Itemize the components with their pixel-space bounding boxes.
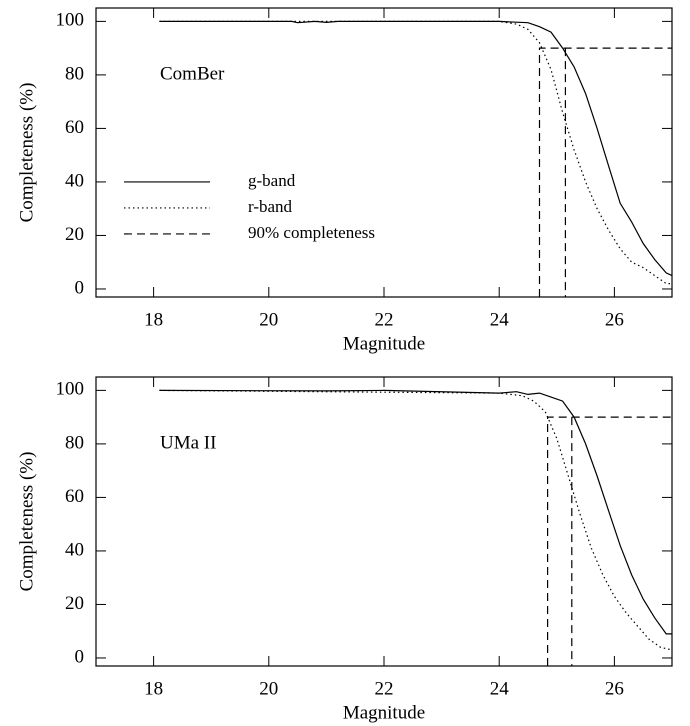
y-axis-label: Completeness (%) (16, 452, 37, 592)
x-tick-label: 18 (144, 678, 163, 699)
y-tick-label: 80 (65, 432, 84, 453)
x-tick-label: 24 (490, 678, 510, 699)
x-axis-label: Magnitude (343, 333, 425, 354)
x-tick-label: 26 (605, 309, 624, 330)
x-axis-label: Magnitude (343, 702, 425, 723)
series-line (159, 389, 673, 651)
y-tick-label: 20 (65, 593, 84, 614)
y-axis-label: Completeness (%) (16, 83, 37, 223)
series-line (547, 416, 672, 666)
legend-label: 90% completeness (248, 223, 375, 242)
y-tick-label: 100 (56, 10, 85, 31)
series-line (159, 389, 672, 635)
x-tick-label: 20 (259, 309, 278, 330)
y-tick-label: 40 (65, 170, 84, 191)
plot-frame (95, 7, 673, 298)
plot-frame (95, 376, 673, 667)
y-tick-label: 40 (65, 539, 84, 560)
x-tick-label: 22 (375, 678, 394, 699)
series-line (159, 20, 673, 277)
panel-annotation: ComBer (160, 63, 225, 84)
series-line (159, 20, 672, 285)
y-tick-label: 80 (65, 63, 84, 84)
legend-label: g-band (248, 171, 296, 190)
x-tick-label: 24 (490, 309, 510, 330)
x-tick-label: 18 (144, 309, 163, 330)
y-tick-label: 0 (75, 277, 85, 298)
y-tick-label: 20 (65, 224, 84, 245)
y-tick-label: 60 (65, 486, 84, 507)
x-tick-label: 20 (259, 678, 278, 699)
x-tick-label: 22 (375, 309, 394, 330)
series-line (538, 47, 672, 297)
x-tick-label: 26 (605, 678, 624, 699)
y-tick-label: 0 (75, 646, 85, 667)
legend-label: r-band (248, 197, 293, 216)
panel-annotation: UMa II (160, 432, 216, 453)
y-tick-label: 60 (65, 117, 84, 138)
y-tick-label: 100 (56, 379, 85, 400)
